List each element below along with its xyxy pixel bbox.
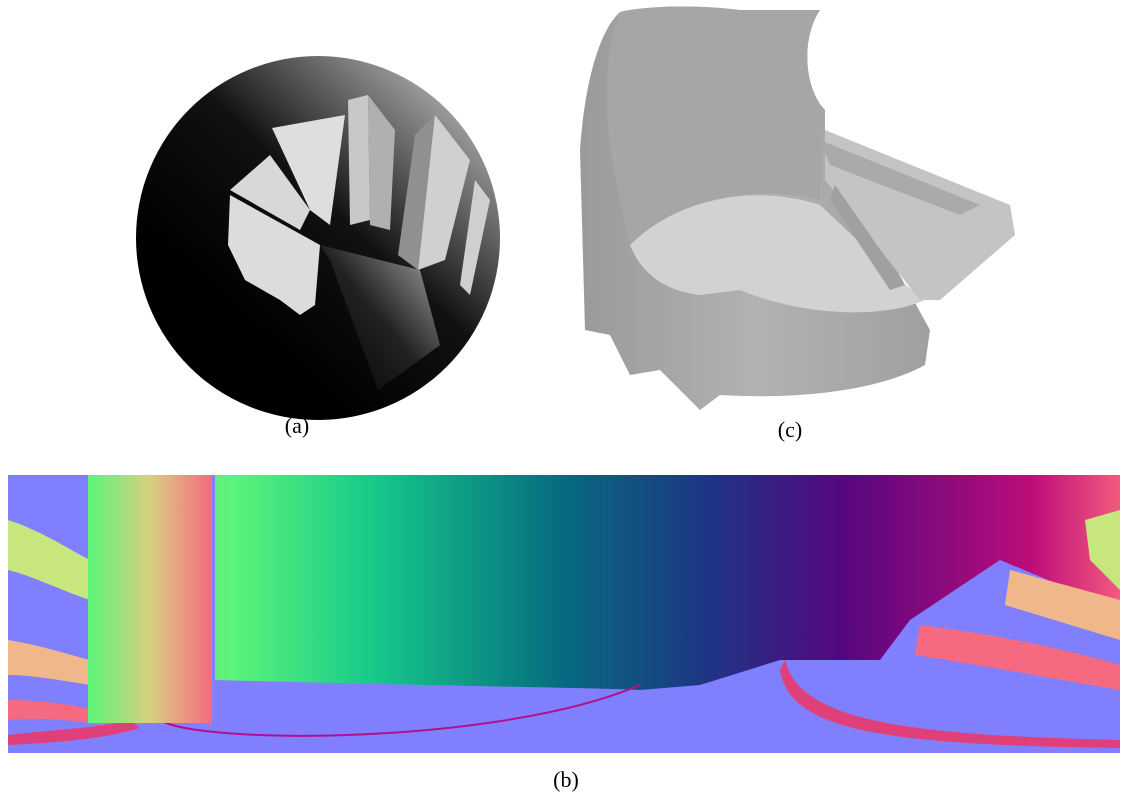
normal-map bbox=[8, 475, 1120, 753]
caption: (c) bbox=[778, 417, 802, 442]
caption: (a) bbox=[285, 413, 309, 438]
depth-map bbox=[136, 56, 500, 420]
caption: (b) bbox=[553, 767, 579, 792]
rendering bbox=[580, 6, 1015, 411]
